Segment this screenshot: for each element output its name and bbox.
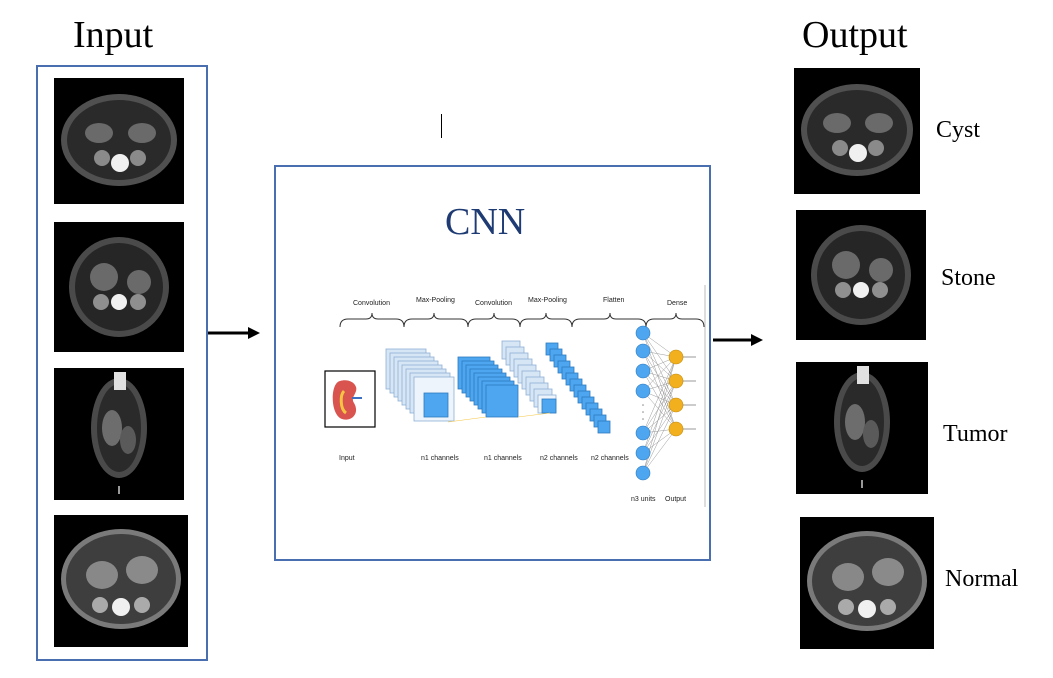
layer-label: Max-Pooling [416,297,455,304]
cnn-panel [274,165,711,561]
feature-map-stack-3 [501,340,557,414]
channel-label: Input [339,455,355,462]
ellipsis-dots [642,404,644,420]
output-title: Output [802,14,908,56]
feature-map-stack-2 [457,356,519,418]
layer-label: Flatten [603,297,625,304]
brace-maxpool [519,312,573,328]
output-scan-3 [796,362,928,494]
channel-label: n1 channels [421,455,459,462]
class-label-cyst: Cyst [936,117,981,143]
output-arrows [683,356,696,430]
class-label-stone: Stone [941,265,996,291]
channel-label: n3 units [631,496,656,503]
output-scan-1 [794,68,920,194]
channel-label: Output [665,496,686,503]
cnn-title: CNN [445,201,526,243]
output-scan-4 [800,517,934,649]
class-label-tumor: Tumor [943,421,1008,447]
dense-nodes [635,325,651,481]
output-scan-2 [796,210,926,340]
input-scan-3 [54,368,184,500]
layer-label: Max-Pooling [528,297,567,304]
layer-label: Convolution [475,300,512,307]
brace-convolution [467,312,521,328]
feature-map-stack-4 [545,342,611,434]
divider-mark [441,114,442,138]
brace-convolution [339,312,405,328]
channel-label: n2 channels [591,455,629,462]
input-scan-1 [54,78,184,204]
channel-label: n2 channels [540,455,578,462]
cnn-architecture-diagram: Convolution Max-Pooling Convolution Max-… [324,285,706,507]
input-panel [36,65,208,661]
arrow-right-icon [713,334,763,346]
brace-flatten [571,312,647,328]
layer-label: Convolution [353,300,390,307]
feature-map-stack-1 [385,348,455,422]
brace-maxpool [403,312,469,328]
kidney-icon [332,380,362,420]
class-label-normal: Normal [945,566,1019,592]
brace-dense [645,312,705,328]
input-scan-2 [54,222,184,352]
channel-label: n1 channels [484,455,522,462]
layer-label: Dense [667,300,687,307]
input-title: Input [73,14,154,56]
arrow-right-icon [208,327,260,339]
input-scan-4 [54,515,188,647]
